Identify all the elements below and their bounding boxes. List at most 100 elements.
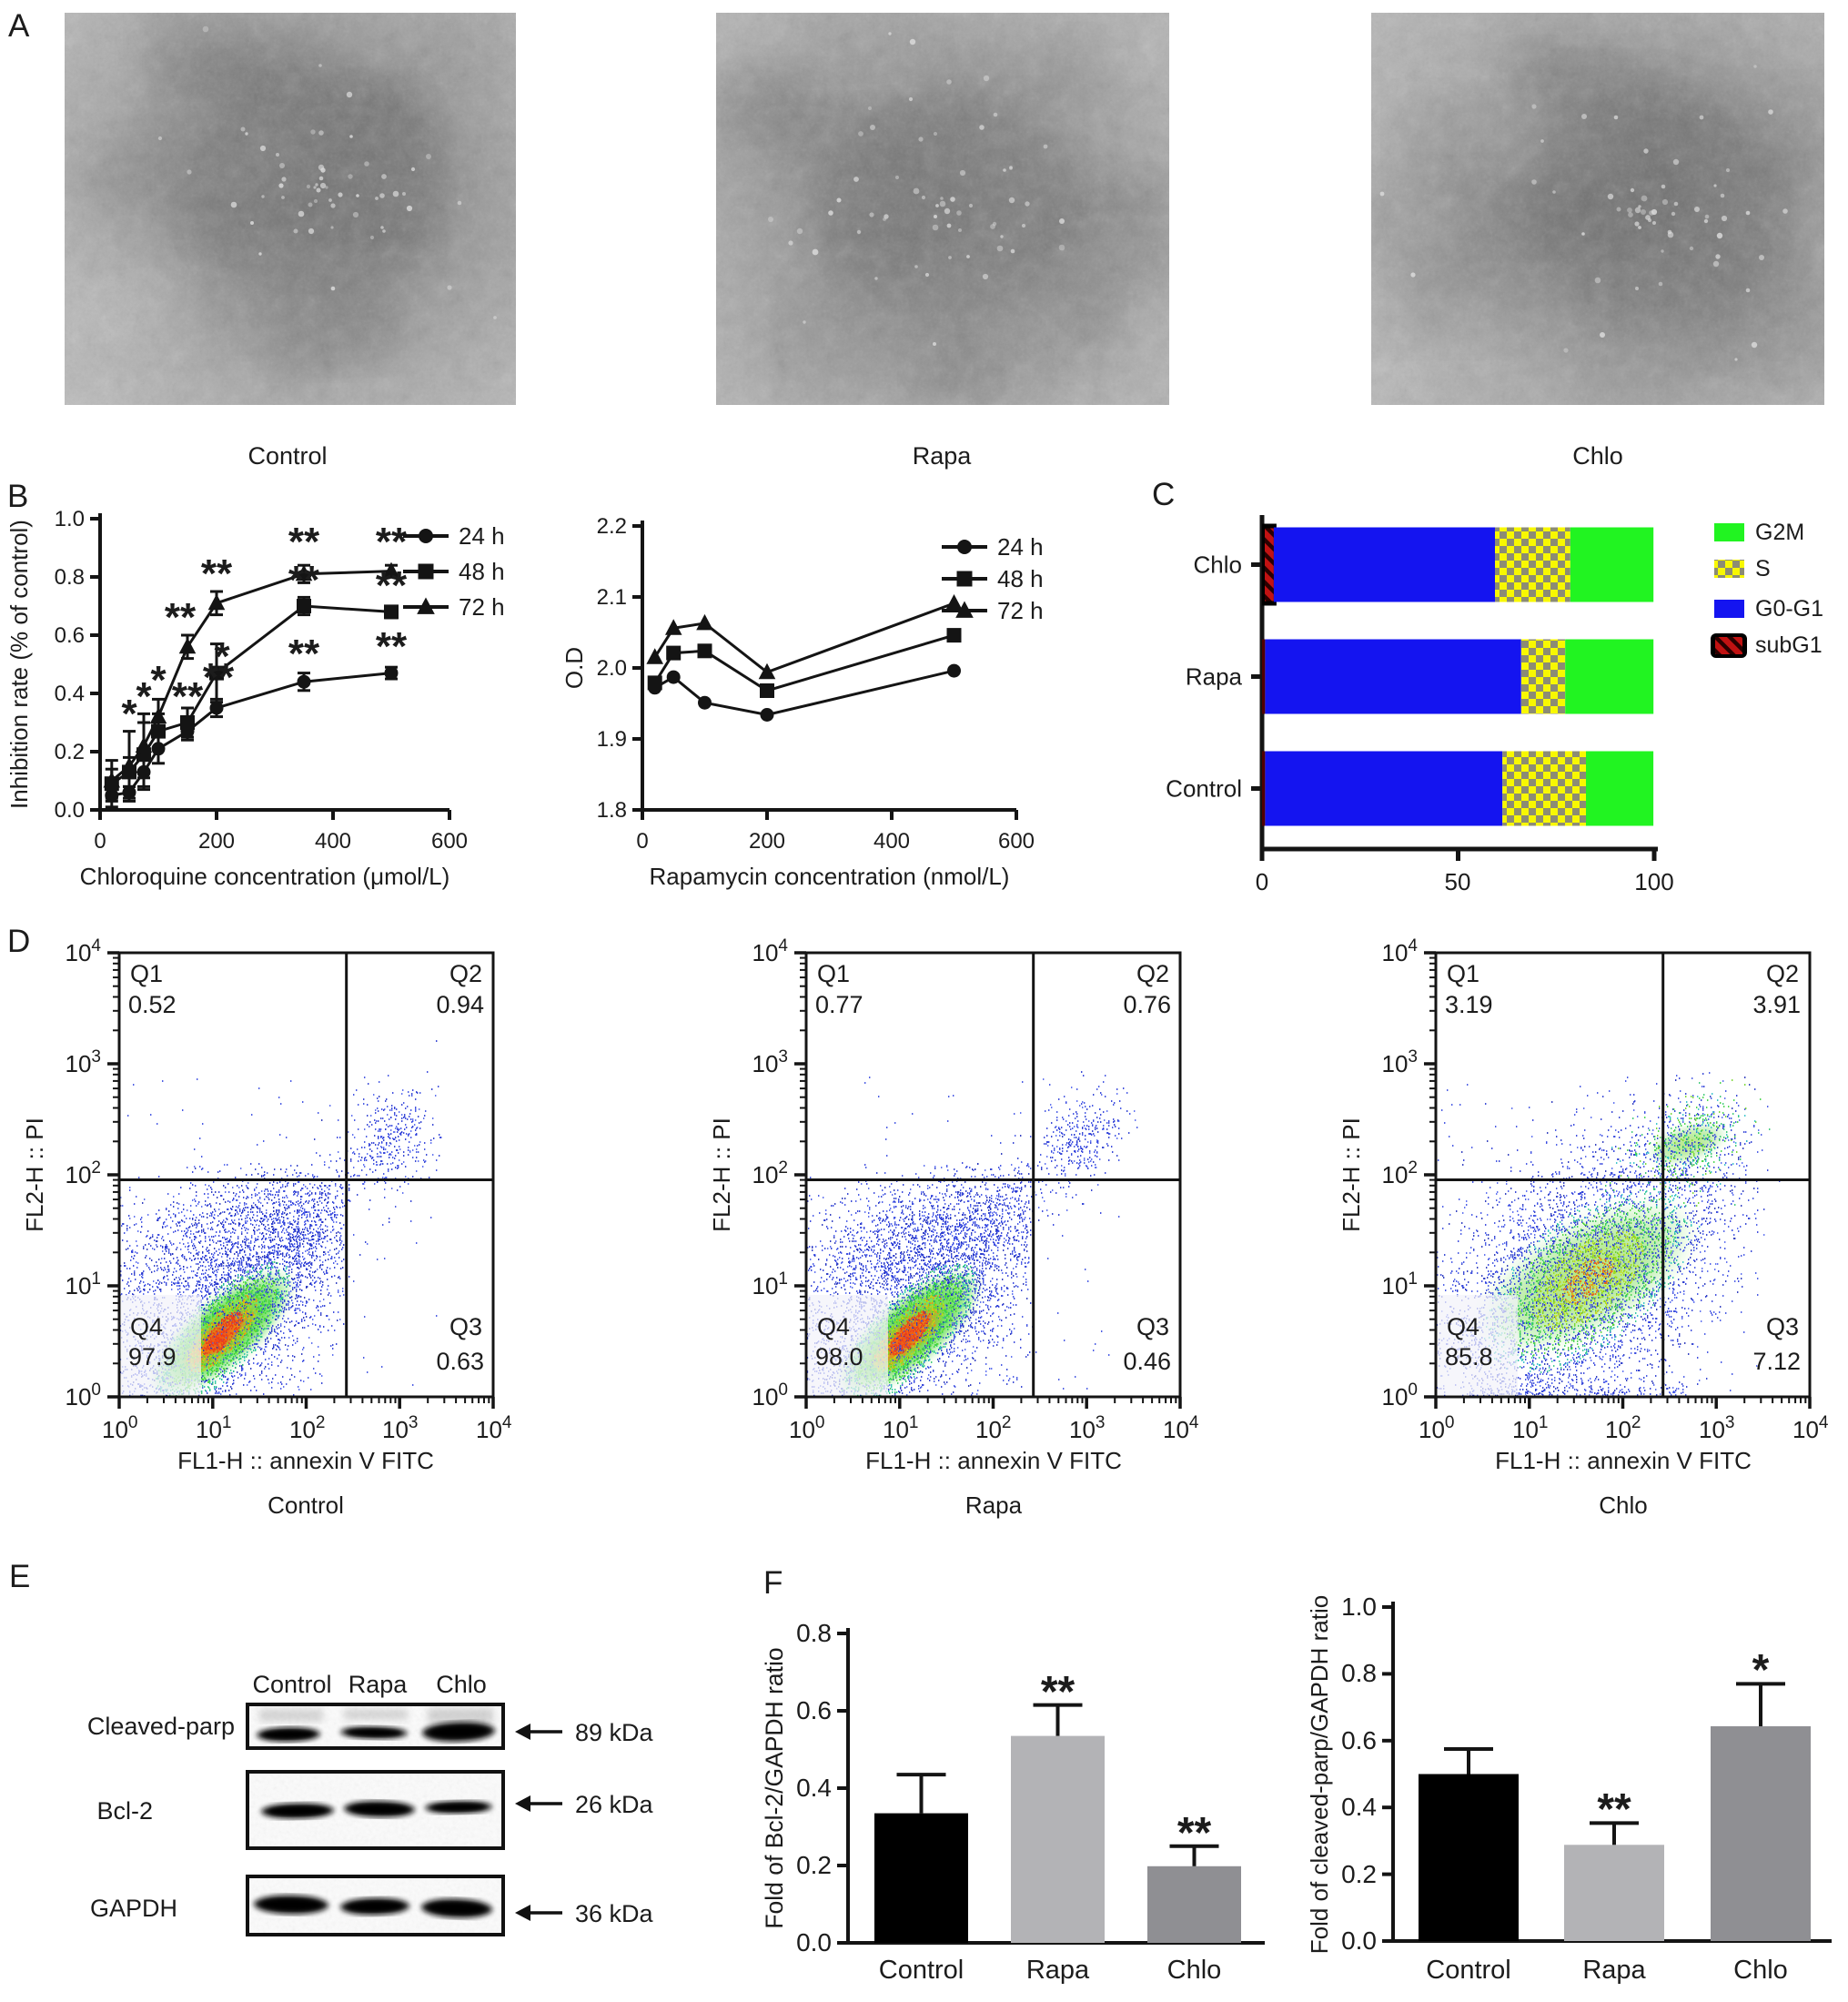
svg-text:2.1: 2.1 <box>597 585 627 610</box>
svg-text:400: 400 <box>315 829 351 854</box>
svg-text:26 kDa: 26 kDa <box>575 1791 654 1818</box>
svg-text:100: 100 <box>66 1380 102 1410</box>
svg-text:1.0: 1.0 <box>1341 1592 1377 1621</box>
svg-text:104: 104 <box>752 936 789 966</box>
svg-text:103: 103 <box>1382 1047 1419 1077</box>
svg-text:100: 100 <box>1382 1380 1419 1410</box>
svg-text:**: ** <box>165 595 197 640</box>
svg-text:100: 100 <box>1634 868 1673 895</box>
svg-text:*: * <box>136 674 152 719</box>
svg-text:103: 103 <box>66 1047 102 1077</box>
svg-text:FL2-H :: PI: FL2-H :: PI <box>1338 1117 1365 1232</box>
svg-text:0.0: 0.0 <box>796 1928 832 1956</box>
svg-text:98.0: 98.0 <box>815 1343 863 1370</box>
svg-text:Chlo: Chlo <box>436 1671 487 1698</box>
svg-text:0.76: 0.76 <box>1123 991 1171 1018</box>
svg-text:Fold of Bcl-2/GAPDH ratio: Fold of Bcl-2/GAPDH ratio <box>761 1647 788 1928</box>
svg-text:Fold of cleaved-parp/GAPDH rat: Fold of cleaved-parp/GAPDH ratio <box>1306 1595 1333 1955</box>
svg-text:Rapa: Rapa <box>348 1671 409 1698</box>
svg-text:102: 102 <box>1382 1158 1419 1188</box>
svg-text:101: 101 <box>1512 1413 1549 1443</box>
svg-text:3.19: 3.19 <box>1445 991 1493 1018</box>
svg-text:Rapa: Rapa <box>913 442 973 470</box>
svg-text:104: 104 <box>476 1413 512 1443</box>
svg-text:0.52: 0.52 <box>128 991 177 1018</box>
svg-text:subG1: subG1 <box>1755 632 1823 658</box>
svg-text:0.2: 0.2 <box>796 1851 832 1879</box>
svg-text:Q3: Q3 <box>1136 1313 1169 1340</box>
svg-text:101: 101 <box>1382 1269 1419 1299</box>
svg-text:103: 103 <box>752 1047 789 1077</box>
svg-text:200: 200 <box>198 829 235 854</box>
svg-text:48 h: 48 h <box>997 565 1044 592</box>
svg-text:Rapa: Rapa <box>1026 1956 1090 1985</box>
svg-text:Control: Control <box>268 1491 344 1519</box>
svg-text:0.6: 0.6 <box>55 623 85 648</box>
svg-text:0.0: 0.0 <box>55 798 85 823</box>
svg-text:Q1: Q1 <box>817 960 850 987</box>
svg-text:*: * <box>150 658 167 703</box>
svg-text:0.4: 0.4 <box>55 682 85 706</box>
svg-text:**: ** <box>288 632 320 676</box>
svg-text:104: 104 <box>1792 1413 1829 1443</box>
svg-text:104: 104 <box>1382 936 1419 966</box>
svg-text:**: ** <box>288 558 320 602</box>
svg-text:Rapa: Rapa <box>965 1491 1023 1519</box>
svg-text:Q3: Q3 <box>1766 1313 1799 1340</box>
svg-text:A: A <box>8 8 30 44</box>
svg-text:0: 0 <box>94 829 106 854</box>
svg-text:0.46: 0.46 <box>1123 1348 1171 1375</box>
svg-text:48 h: 48 h <box>459 558 505 585</box>
svg-text:*: * <box>121 692 137 736</box>
svg-text:103: 103 <box>382 1413 419 1443</box>
svg-text:101: 101 <box>883 1413 919 1443</box>
svg-text:E: E <box>9 1559 30 1594</box>
svg-text:Chlo: Chlo <box>1194 551 1242 579</box>
svg-text:0.8: 0.8 <box>1341 1659 1377 1687</box>
svg-text:400: 400 <box>874 829 910 854</box>
svg-text:101: 101 <box>196 1413 232 1443</box>
svg-text:103: 103 <box>1699 1413 1735 1443</box>
svg-text:0.2: 0.2 <box>1341 1860 1377 1888</box>
svg-text:36 kDa: 36 kDa <box>575 1900 654 1927</box>
svg-text:2.2: 2.2 <box>597 514 627 539</box>
svg-text:Q2: Q2 <box>1136 960 1169 987</box>
svg-text:89 kDa: 89 kDa <box>575 1719 654 1746</box>
svg-text:600: 600 <box>431 829 468 854</box>
svg-text:0: 0 <box>636 829 648 854</box>
svg-text:Control: Control <box>252 1671 331 1698</box>
svg-text:O.D: O.D <box>560 647 588 689</box>
svg-text:FL2-H :: PI: FL2-H :: PI <box>21 1117 48 1232</box>
svg-text:Chlo: Chlo <box>1733 1956 1788 1985</box>
svg-text:D: D <box>7 924 30 959</box>
svg-text:Q4: Q4 <box>130 1313 163 1340</box>
svg-text:**: ** <box>1597 1785 1631 1834</box>
svg-text:Control: Control <box>247 442 327 470</box>
svg-text:0.8: 0.8 <box>796 1619 832 1647</box>
svg-text:*: * <box>214 634 230 679</box>
svg-text:Control: Control <box>1426 1956 1511 1985</box>
svg-text:**: ** <box>1177 1809 1212 1857</box>
svg-text:101: 101 <box>752 1269 789 1299</box>
svg-text:FL1-H :: annexin V FITC: FL1-H :: annexin V FITC <box>1495 1447 1752 1474</box>
svg-text:Q2: Q2 <box>449 960 482 987</box>
svg-text:102: 102 <box>289 1413 326 1443</box>
svg-text:24 h: 24 h <box>997 533 1044 561</box>
svg-text:0.4: 0.4 <box>1341 1793 1377 1821</box>
svg-text:200: 200 <box>749 829 785 854</box>
svg-text:**: ** <box>201 551 233 596</box>
svg-text:Q4: Q4 <box>1447 1313 1479 1340</box>
svg-text:Rapamycin concentration (nmol/: Rapamycin concentration (nmol/L) <box>650 863 1010 890</box>
svg-text:24 h: 24 h <box>459 522 505 550</box>
svg-text:0.0: 0.0 <box>1341 1926 1377 1955</box>
svg-text:103: 103 <box>1069 1413 1106 1443</box>
svg-text:1.9: 1.9 <box>597 727 627 752</box>
svg-text:Chlo: Chlo <box>1167 1956 1222 1985</box>
svg-text:F: F <box>763 1565 783 1601</box>
svg-text:**: ** <box>288 520 320 564</box>
svg-text:FL2-H :: PI: FL2-H :: PI <box>708 1117 735 1232</box>
svg-text:1.8: 1.8 <box>597 798 627 823</box>
svg-text:85.8: 85.8 <box>1445 1343 1493 1370</box>
svg-text:Cleaved-parp: Cleaved-parp <box>87 1713 235 1740</box>
svg-text:Q2: Q2 <box>1766 960 1799 987</box>
